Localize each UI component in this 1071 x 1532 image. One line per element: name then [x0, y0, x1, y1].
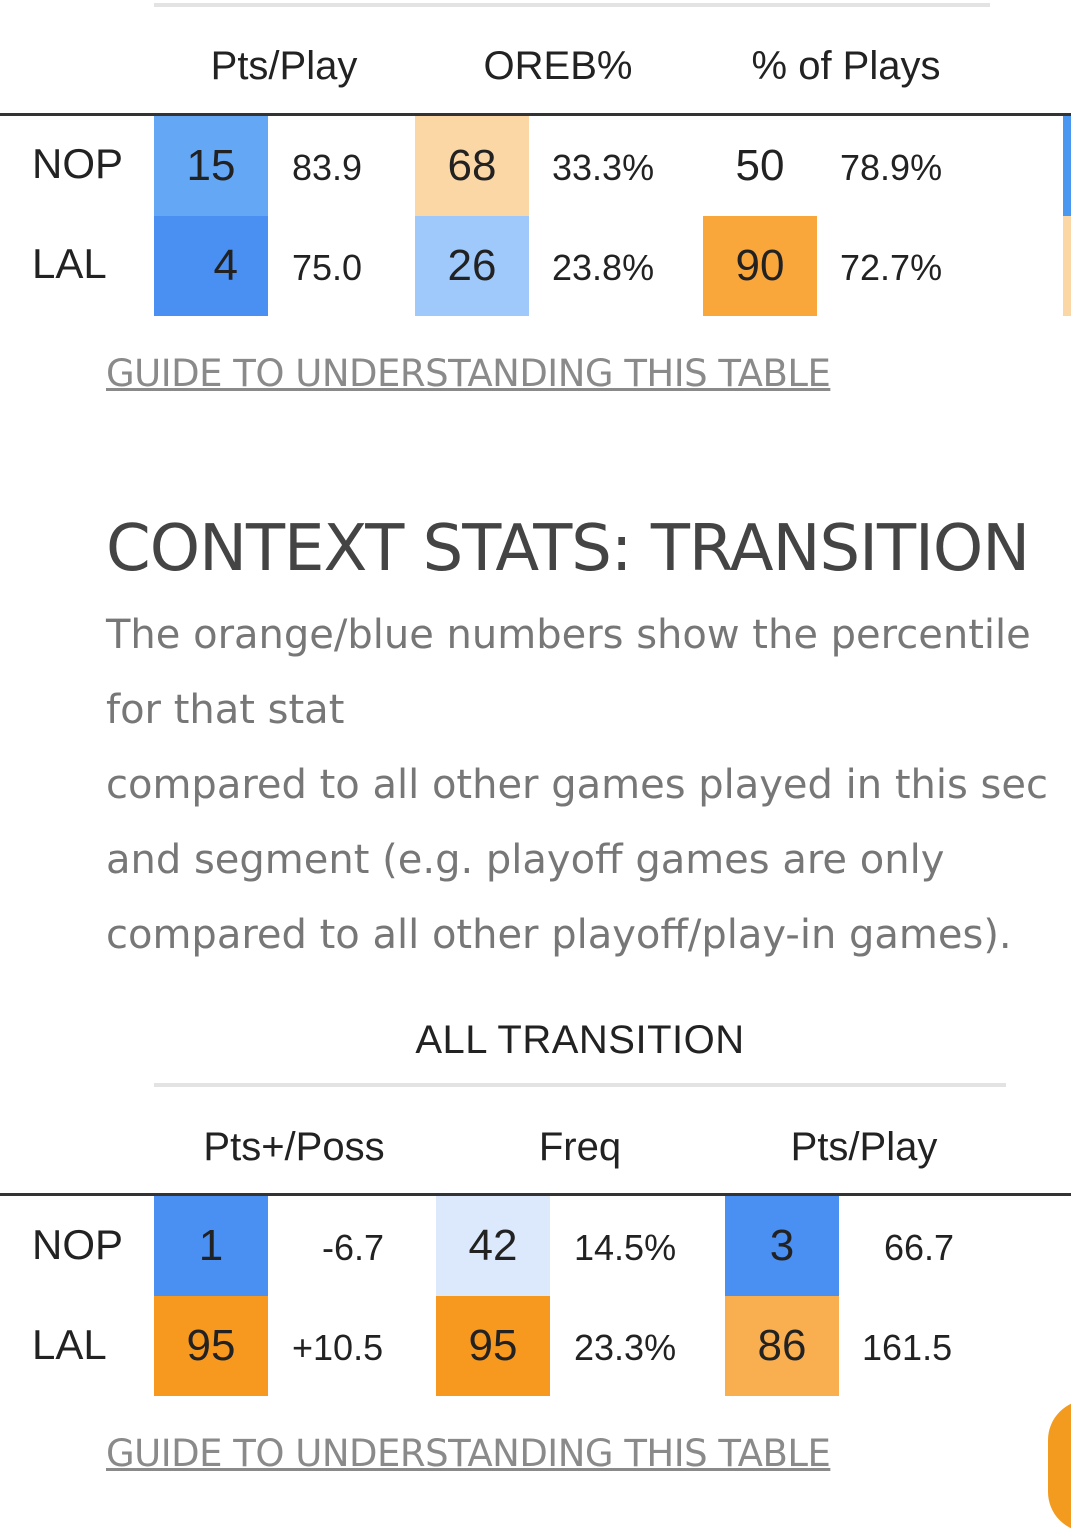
percentile-cell: 86	[725, 1296, 839, 1396]
stat-value: 23.8%	[552, 247, 655, 288]
percentile-cell: 90	[703, 216, 817, 316]
section-title: CONTEXT STATS: TRANSITION	[106, 512, 1030, 586]
team-label: LAL	[32, 1321, 107, 1368]
description-line: The orange/blue numbers show the percent…	[106, 612, 1031, 658]
column-group-divider	[154, 1083, 1006, 1087]
description-line: compared to all other games played in th…	[106, 762, 1048, 808]
percentile-cell: 4	[154, 216, 268, 316]
stat-value: 78.9%	[840, 147, 943, 188]
stat-value: 33.3%	[552, 147, 655, 188]
percentile-cell: 95	[436, 1296, 550, 1396]
stat-value: +10.5	[292, 1327, 384, 1368]
percentile-cell: 15	[154, 116, 268, 216]
stat-value: 83.9	[292, 147, 363, 188]
floating-action-button[interactable]	[1048, 1400, 1071, 1532]
stat-value: 75.0	[292, 247, 363, 288]
table-header-rule	[0, 1193, 1071, 1196]
percentile-cell: 95	[154, 1296, 268, 1396]
table-header-rule	[0, 113, 1071, 116]
stat-value: 161.5	[862, 1327, 953, 1368]
column-header-oreb-pct[interactable]: OREB%	[483, 44, 633, 88]
description-line: and segment (e.g. playoff games are only	[106, 837, 945, 883]
percentile-cell: 68	[415, 116, 529, 216]
column-header-pts-per-play[interactable]: Pts/Play	[210, 44, 358, 88]
description-line: for that stat	[106, 687, 345, 733]
stat-value: 14.5%	[574, 1227, 677, 1268]
next-column-edge	[1063, 216, 1071, 316]
percentile-cell: 50	[703, 116, 817, 216]
percentile-cell: 1	[154, 1196, 268, 1296]
team-label: LAL	[32, 240, 107, 287]
percentile-cell: 3	[725, 1196, 839, 1296]
description-line: compared to all other playoff/play-in ga…	[106, 912, 1012, 958]
column-header-pct-of-plays[interactable]: % of Plays	[751, 44, 941, 88]
column-header-pts-plus-per-poss[interactable]: Pts+/Poss	[203, 1125, 385, 1169]
stat-value: -6.7	[322, 1227, 385, 1268]
column-header-freq[interactable]: Freq	[538, 1125, 622, 1169]
stat-value: 23.3%	[574, 1327, 677, 1368]
percentile-cell: 42	[436, 1196, 550, 1296]
guide-link[interactable]: GUIDE TO UNDERSTANDING THIS TABLE	[106, 352, 831, 395]
guide-link[interactable]: GUIDE TO UNDERSTANDING THIS TABLE	[106, 1432, 831, 1475]
column-group-divider	[154, 3, 990, 7]
team-label: NOP	[32, 140, 124, 187]
team-label: NOP	[32, 1221, 124, 1268]
percentile-cell: 26	[415, 216, 529, 316]
column-group-title: ALL TRANSITION	[415, 1018, 745, 1062]
stat-value: 66.7	[884, 1227, 955, 1268]
column-header-pts-per-play[interactable]: Pts/Play	[790, 1125, 938, 1169]
stat-value: 72.7%	[840, 247, 943, 288]
next-column-edge	[1063, 116, 1071, 216]
section-description: The orange/blue numbers show the percent…	[106, 598, 1071, 973]
